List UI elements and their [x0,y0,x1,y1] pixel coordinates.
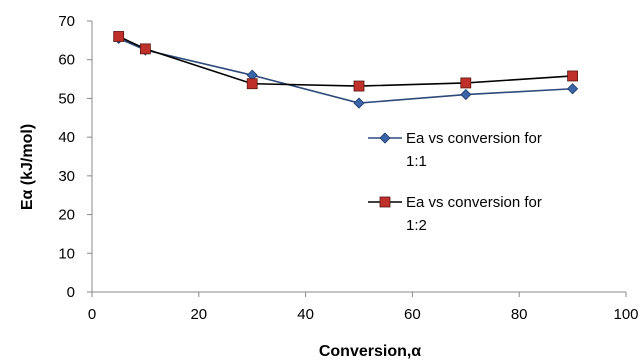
x-tick-label: 0 [88,306,96,323]
y-tick-label: 60 [58,52,75,69]
series-1-line [118,37,573,104]
y-tick-label: 20 [58,207,75,224]
y-tick-label: 10 [58,245,75,262]
legend-label: 1:1 [406,153,427,170]
legend-marker [379,196,391,208]
legend-label: Ea vs conversion for [406,194,542,211]
x-tick-label: 40 [297,306,314,323]
x-ticks: 0 20 40 60 80 100 [88,292,639,323]
y-tick-label: 0 [67,284,75,301]
y-tick-label: 40 [58,129,75,146]
y-axis-title: Eα (kJ/mol) [19,124,36,210]
series-2-line [118,35,573,87]
x-tick-label: 60 [404,306,421,323]
x-tick-label: 20 [190,306,207,323]
series-1 [113,32,579,109]
legend-label: Ea vs conversion for [406,130,542,147]
x-axis-title: Conversion,α [319,343,421,360]
y-ticks: 0 10 20 30 40 50 60 70 [58,13,92,301]
series-1-point [460,88,472,101]
y-tick-label: 50 [58,90,75,107]
x-tick-label: 80 [511,306,528,323]
legend-marker [379,132,391,144]
legend-item-1: Ea vs conversion for 1:1 [368,130,542,170]
legend-item-2: Ea vs conversion for 1:2 [368,194,542,234]
y-tick-label: 70 [58,13,75,30]
x-tick-label: 100 [613,306,638,323]
plot-area: 0 20 40 60 80 100 0 10 20 30 40 50 60 70 [58,13,638,323]
y-tick-label: 30 [58,168,75,185]
series-2 [113,31,578,92]
series-1-point [567,83,579,95]
series-2-point [353,80,365,92]
series-2-point [246,78,258,90]
series-layer [113,31,579,109]
legend-label: 1:2 [406,217,427,234]
series-2-point [460,77,472,89]
series-2-point [113,31,125,42]
series-2-point [139,43,151,55]
series-2-point [567,70,578,82]
series-1-point [353,97,365,109]
